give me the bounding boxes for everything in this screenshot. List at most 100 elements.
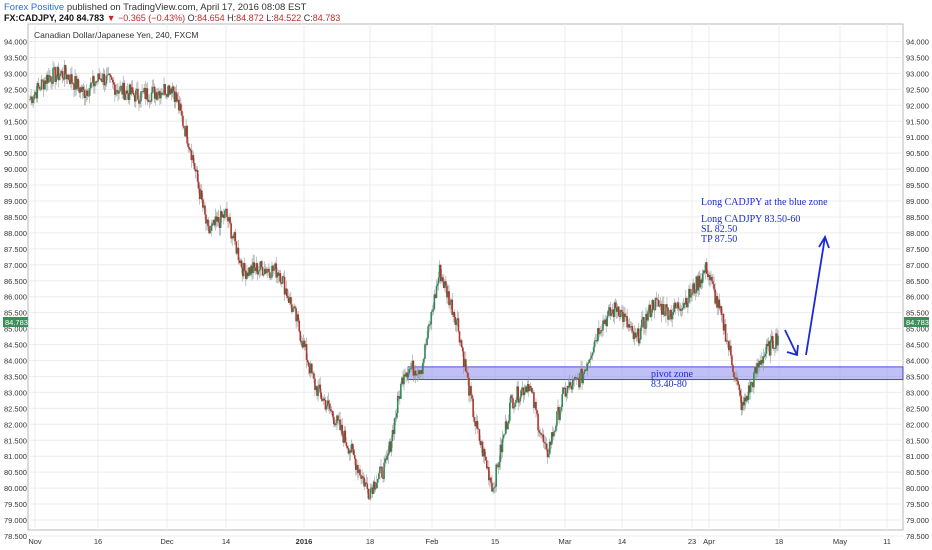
candle-body: [52, 67, 54, 84]
candle-body: [223, 214, 225, 218]
candle-body: [232, 236, 235, 238]
candle-body: [396, 395, 399, 414]
y-axis-right: 94.000 93.500 93.000 92.500 92.000 91.500 91.0…: [906, 38, 929, 541]
candle-body: [716, 296, 719, 308]
candle-body: [617, 306, 620, 316]
candle-body: [70, 74, 72, 84]
candle-body: [719, 306, 722, 309]
candle-body: [767, 341, 770, 347]
last-price-tag-left: 84.783: [3, 317, 28, 327]
y-tick-label: 87.000: [4, 261, 27, 270]
candle-body: [69, 79, 71, 84]
candle-body: [592, 347, 595, 353]
candle-body: [709, 274, 711, 281]
candle-body: [650, 312, 653, 317]
candle-body: [754, 367, 756, 373]
candle-body: [248, 267, 250, 276]
candle-body: [340, 424, 342, 431]
candle-body: [705, 262, 708, 274]
candle-body: [570, 385, 573, 390]
candle-body: [273, 269, 275, 271]
candle-body: [230, 223, 232, 239]
candle-body: [311, 363, 313, 373]
y-tick-label: 81.000: [906, 452, 929, 461]
y-tick-label: 94.000: [906, 38, 929, 47]
y-tick-label: 86.000: [906, 293, 929, 302]
candle-body: [429, 324, 431, 326]
y-tick-label: 87.500: [906, 245, 929, 254]
candle-body: [75, 76, 77, 90]
candle-body: [428, 324, 430, 327]
candle-body: [494, 486, 496, 488]
candle-body: [682, 303, 685, 308]
candle-body: [136, 88, 138, 91]
candle-body: [702, 270, 705, 274]
candle-body: [177, 99, 180, 111]
y-tick-label: 93.500: [906, 53, 929, 62]
candle-body: [357, 465, 359, 473]
y-tick-label: 79.000: [906, 516, 929, 525]
candle-body: [263, 268, 266, 275]
x-tick-label: 2016: [296, 537, 313, 546]
candle-body: [252, 262, 254, 274]
candle-body: [381, 466, 383, 478]
x-tick-label: Feb: [426, 537, 439, 546]
candle-body: [477, 428, 480, 430]
candle-body: [108, 73, 111, 76]
candle-body: [452, 312, 455, 315]
candle-body: [246, 272, 248, 279]
candle-body: [654, 298, 657, 311]
candle-body: [670, 309, 672, 320]
candle-body: [604, 319, 606, 324]
candle-body: [132, 92, 135, 96]
candle-body: [594, 340, 597, 342]
candle-body: [63, 65, 66, 80]
candle-body: [668, 316, 670, 320]
candle-body: [609, 307, 612, 316]
candle-body: [170, 88, 173, 94]
author-link[interactable]: Forex Positive: [4, 2, 65, 13]
open-label: O:: [187, 13, 198, 23]
candle-body: [191, 155, 194, 161]
candle-body: [31, 96, 33, 104]
candle-body: [679, 308, 682, 311]
candle-body: [632, 331, 635, 340]
candle-body: [457, 318, 460, 332]
candle-body: [217, 216, 220, 223]
candle-body: [474, 421, 477, 427]
candle-body: [32, 99, 34, 104]
candle-body: [645, 313, 647, 329]
candle-body: [356, 465, 358, 470]
candle-body: [60, 71, 63, 74]
candle-body: [148, 100, 151, 102]
candle-body: [760, 360, 763, 365]
candle-body: [206, 219, 208, 224]
candle-body: [427, 326, 429, 339]
candle-body: [275, 263, 277, 278]
candle-body: [741, 402, 744, 411]
candle-body: [715, 296, 717, 304]
candle-body: [710, 276, 712, 281]
candle-body: [58, 75, 61, 81]
candle-body: [736, 377, 738, 382]
candle-body: [495, 464, 497, 487]
candle-body: [614, 302, 617, 308]
candle-body: [493, 487, 495, 489]
candle-body: [40, 79, 43, 90]
candle-body: [593, 340, 596, 348]
candle-body: [585, 369, 588, 371]
candle-body: [373, 481, 376, 490]
y-tick-label: 88.500: [4, 213, 27, 222]
x-tick-label: 11: [883, 537, 891, 546]
candle-body: [93, 76, 95, 87]
candle-body: [430, 312, 433, 325]
candle-body: [419, 370, 422, 375]
candle-body: [216, 216, 219, 222]
candle-body: [249, 267, 251, 275]
candle-body: [334, 424, 336, 426]
candle-body: [460, 340, 463, 348]
candle-body: [181, 110, 183, 116]
candle-body: [142, 91, 144, 93]
candle-body: [149, 100, 152, 102]
